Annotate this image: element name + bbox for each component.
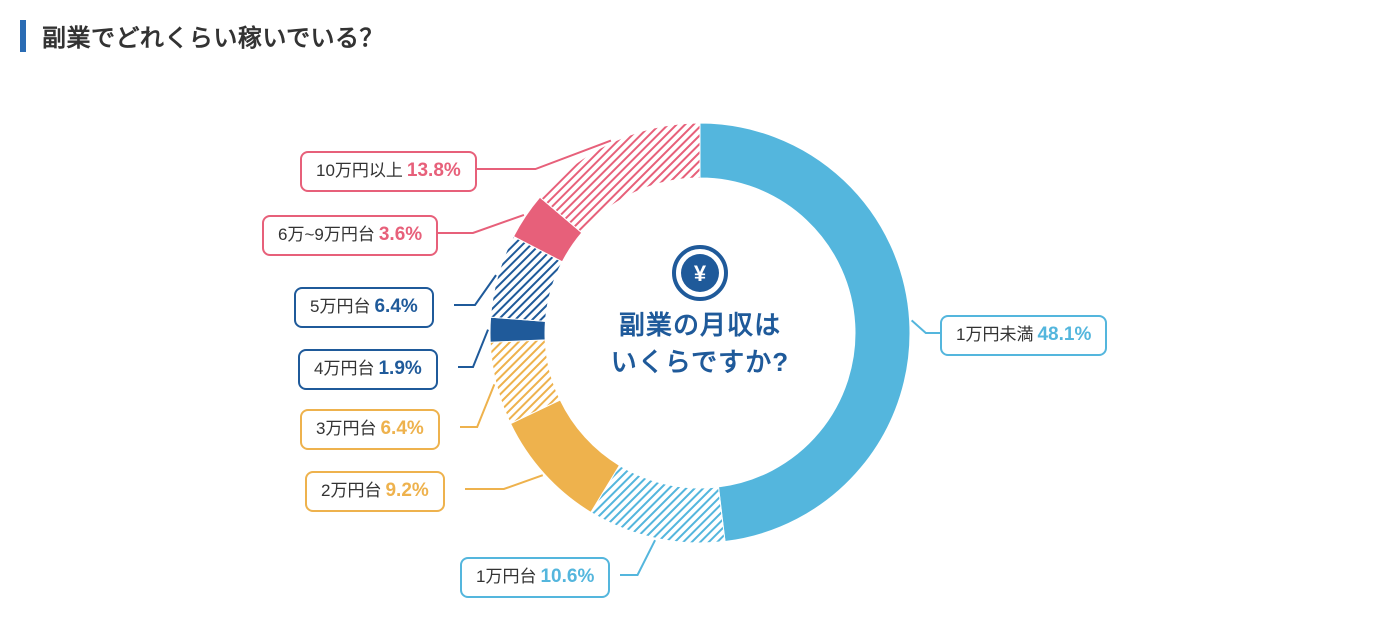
slice-label-text: 1万円台 — [476, 567, 536, 586]
slice-label-pct: 13.8% — [407, 160, 461, 181]
chart-header: 副業でどれくらい稼いでいる？ — [0, 0, 1400, 53]
center-caption-line2: いくらですか? — [580, 342, 820, 379]
slice-label-pct: 6.4% — [374, 296, 417, 317]
leader-line — [620, 540, 655, 575]
header-accent-bar — [20, 20, 26, 52]
slice-label-pct: 6.4% — [380, 418, 423, 439]
yen-icon: ¥ — [674, 247, 726, 299]
leader-line — [454, 275, 496, 305]
svg-text:¥: ¥ — [694, 261, 707, 286]
slice-label-text: 10万円以上 — [316, 161, 403, 180]
slice-label: 3万円台6.4% — [300, 409, 440, 450]
slice-label: 4万円台1.9% — [298, 349, 438, 390]
page-title: 副業でどれくらい稼いでいる？ — [42, 18, 384, 53]
slice-label-pct: 10.6% — [540, 566, 594, 587]
chart-center-caption: 副業の月収は いくらですか? — [580, 305, 820, 379]
leader-line — [465, 475, 543, 489]
slice-label-text: 5万円台 — [310, 297, 370, 316]
slice-label: 2万円台9.2% — [305, 471, 445, 512]
slice-label-pct: 48.1% — [1037, 324, 1091, 345]
slice-label: 6万~9万円台3.6% — [262, 215, 438, 256]
slice-label-text: 2万円台 — [321, 481, 381, 500]
slice-label-text: 1万円未満 — [956, 325, 1033, 344]
leader-line — [912, 320, 940, 333]
leader-line — [460, 384, 494, 427]
slice-label: 1万円台10.6% — [460, 557, 610, 598]
center-caption-line1: 副業の月収は — [580, 305, 820, 342]
slice-label: 1万円未満48.1% — [940, 315, 1107, 356]
slice-label-pct: 3.6% — [379, 224, 422, 245]
slice-label: 5万円台6.4% — [294, 287, 434, 328]
leader-line — [458, 330, 488, 367]
slice-label-pct: 1.9% — [378, 358, 421, 379]
slice-label-text: 3万円台 — [316, 419, 376, 438]
slice-label: 10万円以上13.8% — [300, 151, 477, 192]
slice-label-text: 6万~9万円台 — [278, 225, 375, 244]
slice-label-pct: 9.2% — [385, 480, 428, 501]
slice-label-text: 4万円台 — [314, 359, 374, 378]
chart-container: ¥ 副業の月収は いくらですか? 1万円未満48.1% 1万円台10.6% 2万円台… — [0, 53, 1400, 613]
donut-slice — [540, 123, 700, 233]
